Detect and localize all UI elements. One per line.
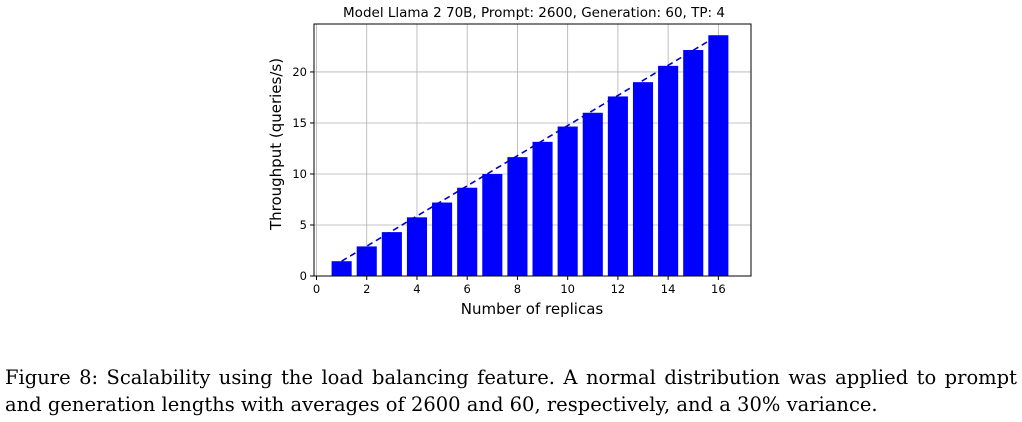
- bar: [632, 82, 654, 277]
- bar: [557, 126, 578, 276]
- x-tick-label: 16: [711, 282, 726, 296]
- axis-ticks: 0 2 4 6 8 10 12 14 16 0 5 10 15 20: [292, 65, 725, 296]
- bars: [331, 35, 729, 277]
- bar: [457, 187, 478, 276]
- chart-container: Model Llama 2 70B, Prompt: 2600, Generat…: [267, 5, 752, 318]
- bar: [381, 232, 402, 276]
- x-tick-label: 6: [464, 282, 471, 296]
- x-tick-label: 8: [514, 282, 521, 296]
- bar: [356, 246, 377, 276]
- x-axis-label: Number of replicas: [461, 300, 604, 318]
- x-tick-label: 10: [560, 282, 575, 296]
- bar: [432, 202, 453, 276]
- bar: [607, 96, 628, 276]
- y-tick-label: 10: [292, 167, 307, 181]
- y-axis-label: Throughput (queries/s): [267, 58, 285, 231]
- bar-chart: Model Llama 2 70B, Prompt: 2600, Generat…: [267, 5, 752, 318]
- x-tick-label: 0: [313, 282, 320, 296]
- x-tick-label: 4: [413, 282, 420, 296]
- y-tick-label: 5: [300, 218, 307, 232]
- bar: [658, 65, 679, 276]
- bar: [582, 112, 603, 276]
- bar: [406, 217, 428, 276]
- reference-line-group: [341, 34, 719, 262]
- figure-caption: Figure 8: Scalability using the load bal…: [5, 366, 1017, 416]
- bar: [482, 173, 503, 276]
- y-tick-label: 20: [292, 65, 307, 79]
- y-tick-label: 15: [292, 116, 307, 130]
- bar: [532, 141, 553, 276]
- y-tick-label: 0: [300, 269, 307, 283]
- bar: [708, 35, 729, 276]
- bar: [331, 261, 352, 276]
- chart-title: Model Llama 2 70B, Prompt: 2600, Generat…: [343, 5, 725, 21]
- x-tick-label: 14: [661, 282, 676, 296]
- plot-frame: [313, 23, 752, 277]
- bar: [683, 50, 704, 277]
- x-tick-label: 2: [363, 282, 370, 296]
- bar: [507, 157, 528, 276]
- reference-line: [341, 34, 719, 262]
- x-tick-label: 12: [611, 282, 626, 296]
